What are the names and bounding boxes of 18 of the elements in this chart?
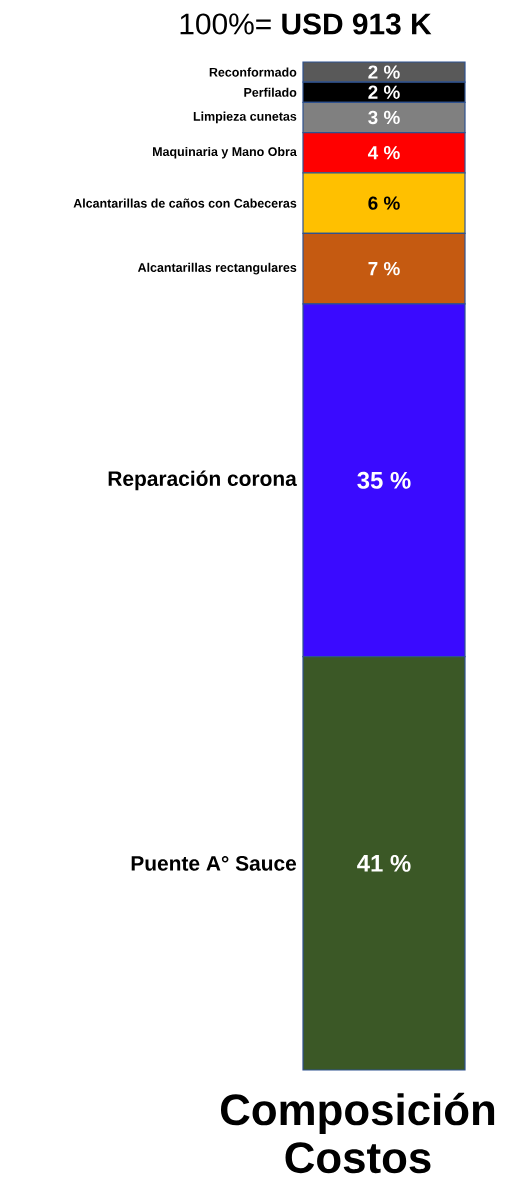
series-label: Maquinaria y Mano Obra — [153, 146, 297, 159]
series-label: Alcantarillas de caños con Cabeceras — [73, 198, 297, 208]
data-label: 2 % — [368, 65, 400, 79]
series-label: Perfilado — [244, 87, 297, 97]
data-label: 41 % — [357, 854, 411, 872]
data-label: 7 % — [368, 261, 400, 276]
series-label: Reparación corona — [108, 470, 297, 491]
data-label: 2 % — [368, 85, 400, 99]
series-label: Reconformado — [209, 67, 297, 77]
series-label: Puente A° Sauce — [131, 855, 297, 871]
data-label: 3 % — [368, 110, 400, 125]
data-label: 4 % — [367, 146, 400, 160]
series-label: Alcantarillas rectangulares — [137, 262, 297, 275]
data-label: 35 % — [357, 471, 411, 489]
x-axis-title: Composición Costos — [220, 1092, 495, 1174]
data-label: 6 % — [368, 196, 400, 210]
series-label: Limpieza cunetas — [193, 111, 297, 124]
chart-title: 100%= USD 913 K — [180, 13, 432, 35]
